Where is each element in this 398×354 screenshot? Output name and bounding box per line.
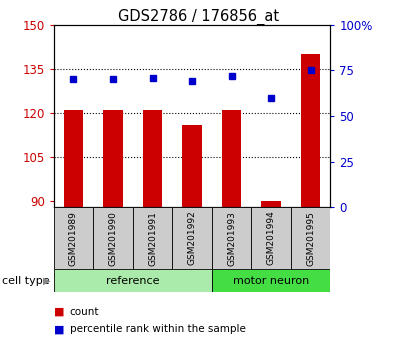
Text: GSM201992: GSM201992 — [187, 211, 197, 266]
Bar — [64, 110, 83, 207]
Bar — [212, 207, 251, 269]
Text: cell type: cell type — [2, 275, 50, 286]
Bar — [93, 207, 133, 269]
Text: GSM201991: GSM201991 — [148, 211, 157, 266]
Text: motor neuron: motor neuron — [233, 275, 309, 286]
Text: GSM201990: GSM201990 — [109, 211, 117, 266]
Bar — [212, 269, 330, 292]
Bar — [251, 207, 291, 269]
Text: ■: ■ — [54, 324, 64, 334]
Bar — [222, 110, 242, 207]
Text: reference: reference — [106, 275, 160, 286]
Bar — [301, 54, 320, 207]
Bar — [182, 125, 202, 207]
Bar — [261, 201, 281, 207]
Bar — [291, 207, 330, 269]
Text: ▶: ▶ — [43, 275, 50, 286]
Text: GSM201993: GSM201993 — [227, 211, 236, 266]
Bar — [172, 207, 212, 269]
Text: GSM201995: GSM201995 — [306, 211, 315, 266]
Bar — [142, 110, 162, 207]
Text: GSM201994: GSM201994 — [267, 211, 275, 266]
Text: percentile rank within the sample: percentile rank within the sample — [70, 324, 246, 334]
Text: GDS2786 / 176856_at: GDS2786 / 176856_at — [119, 9, 279, 25]
Bar — [133, 207, 172, 269]
Bar — [54, 207, 93, 269]
Text: ■: ■ — [54, 307, 64, 316]
Text: GSM201989: GSM201989 — [69, 211, 78, 266]
Bar — [103, 110, 123, 207]
Bar — [54, 269, 212, 292]
Text: count: count — [70, 307, 99, 316]
